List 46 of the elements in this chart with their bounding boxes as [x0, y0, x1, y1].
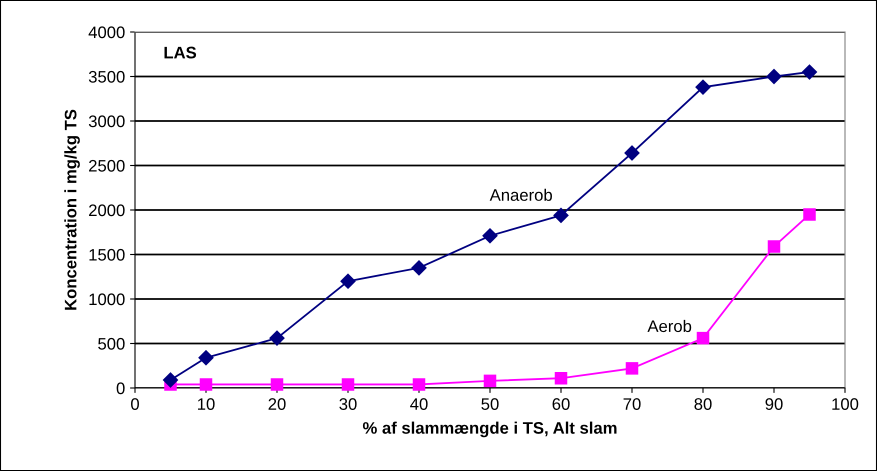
- x-tick-label: 20: [268, 398, 286, 410]
- point: [484, 374, 496, 388]
- point: [766, 68, 782, 84]
- point: [198, 350, 214, 366]
- x-axis-title: % af slammængde i TS, Alt slam: [362, 422, 616, 438]
- x-tick-label: 70: [624, 398, 641, 410]
- x-tick-label: 30: [339, 398, 357, 410]
- y-tick-label: 500: [98, 338, 125, 350]
- y-tick-label: 4000: [88, 26, 125, 38]
- point: [411, 260, 427, 276]
- x-tick-label: 100: [832, 398, 858, 410]
- point: [696, 332, 710, 344]
- y-tick-label: 1500: [89, 248, 125, 261]
- point: [162, 372, 178, 388]
- point: [554, 372, 568, 384]
- text: LAS: [164, 46, 196, 58]
- series-label: Aerob: [647, 320, 692, 332]
- point: [626, 362, 638, 375]
- point: [412, 378, 426, 391]
- y-tick-label: 3000: [88, 115, 125, 128]
- point: [695, 80, 711, 95]
- y-tick-label: 3500: [88, 70, 125, 83]
- point: [342, 378, 354, 391]
- point: [482, 228, 498, 244]
- x-tick-label: 10: [198, 398, 215, 410]
- x-tick-label: 40: [410, 398, 428, 410]
- x-tick-label: 60: [552, 398, 570, 410]
- x-tick-label: 0: [131, 398, 139, 410]
- point: [553, 208, 569, 223]
- point: [200, 378, 212, 391]
- point: [270, 378, 284, 391]
- point: [802, 64, 818, 80]
- x-tick-label: 90: [766, 398, 783, 410]
- point: [340, 274, 356, 289]
- series-label: Anaerob: [490, 188, 552, 201]
- point: [269, 330, 285, 346]
- x-tick-label: 80: [694, 398, 712, 410]
- point: [624, 145, 640, 161]
- y-tick-label: 1000: [89, 293, 125, 306]
- y-tick-label: 0: [116, 382, 125, 394]
- x-tick-label: 50: [481, 398, 499, 410]
- point: [768, 240, 780, 253]
- point: [803, 208, 816, 221]
- y-axis-title: Koncentration i mg/kg TS: [64, 110, 80, 310]
- y-tick-label: 2500: [89, 160, 125, 172]
- y-tick-label: 2000: [89, 204, 125, 216]
